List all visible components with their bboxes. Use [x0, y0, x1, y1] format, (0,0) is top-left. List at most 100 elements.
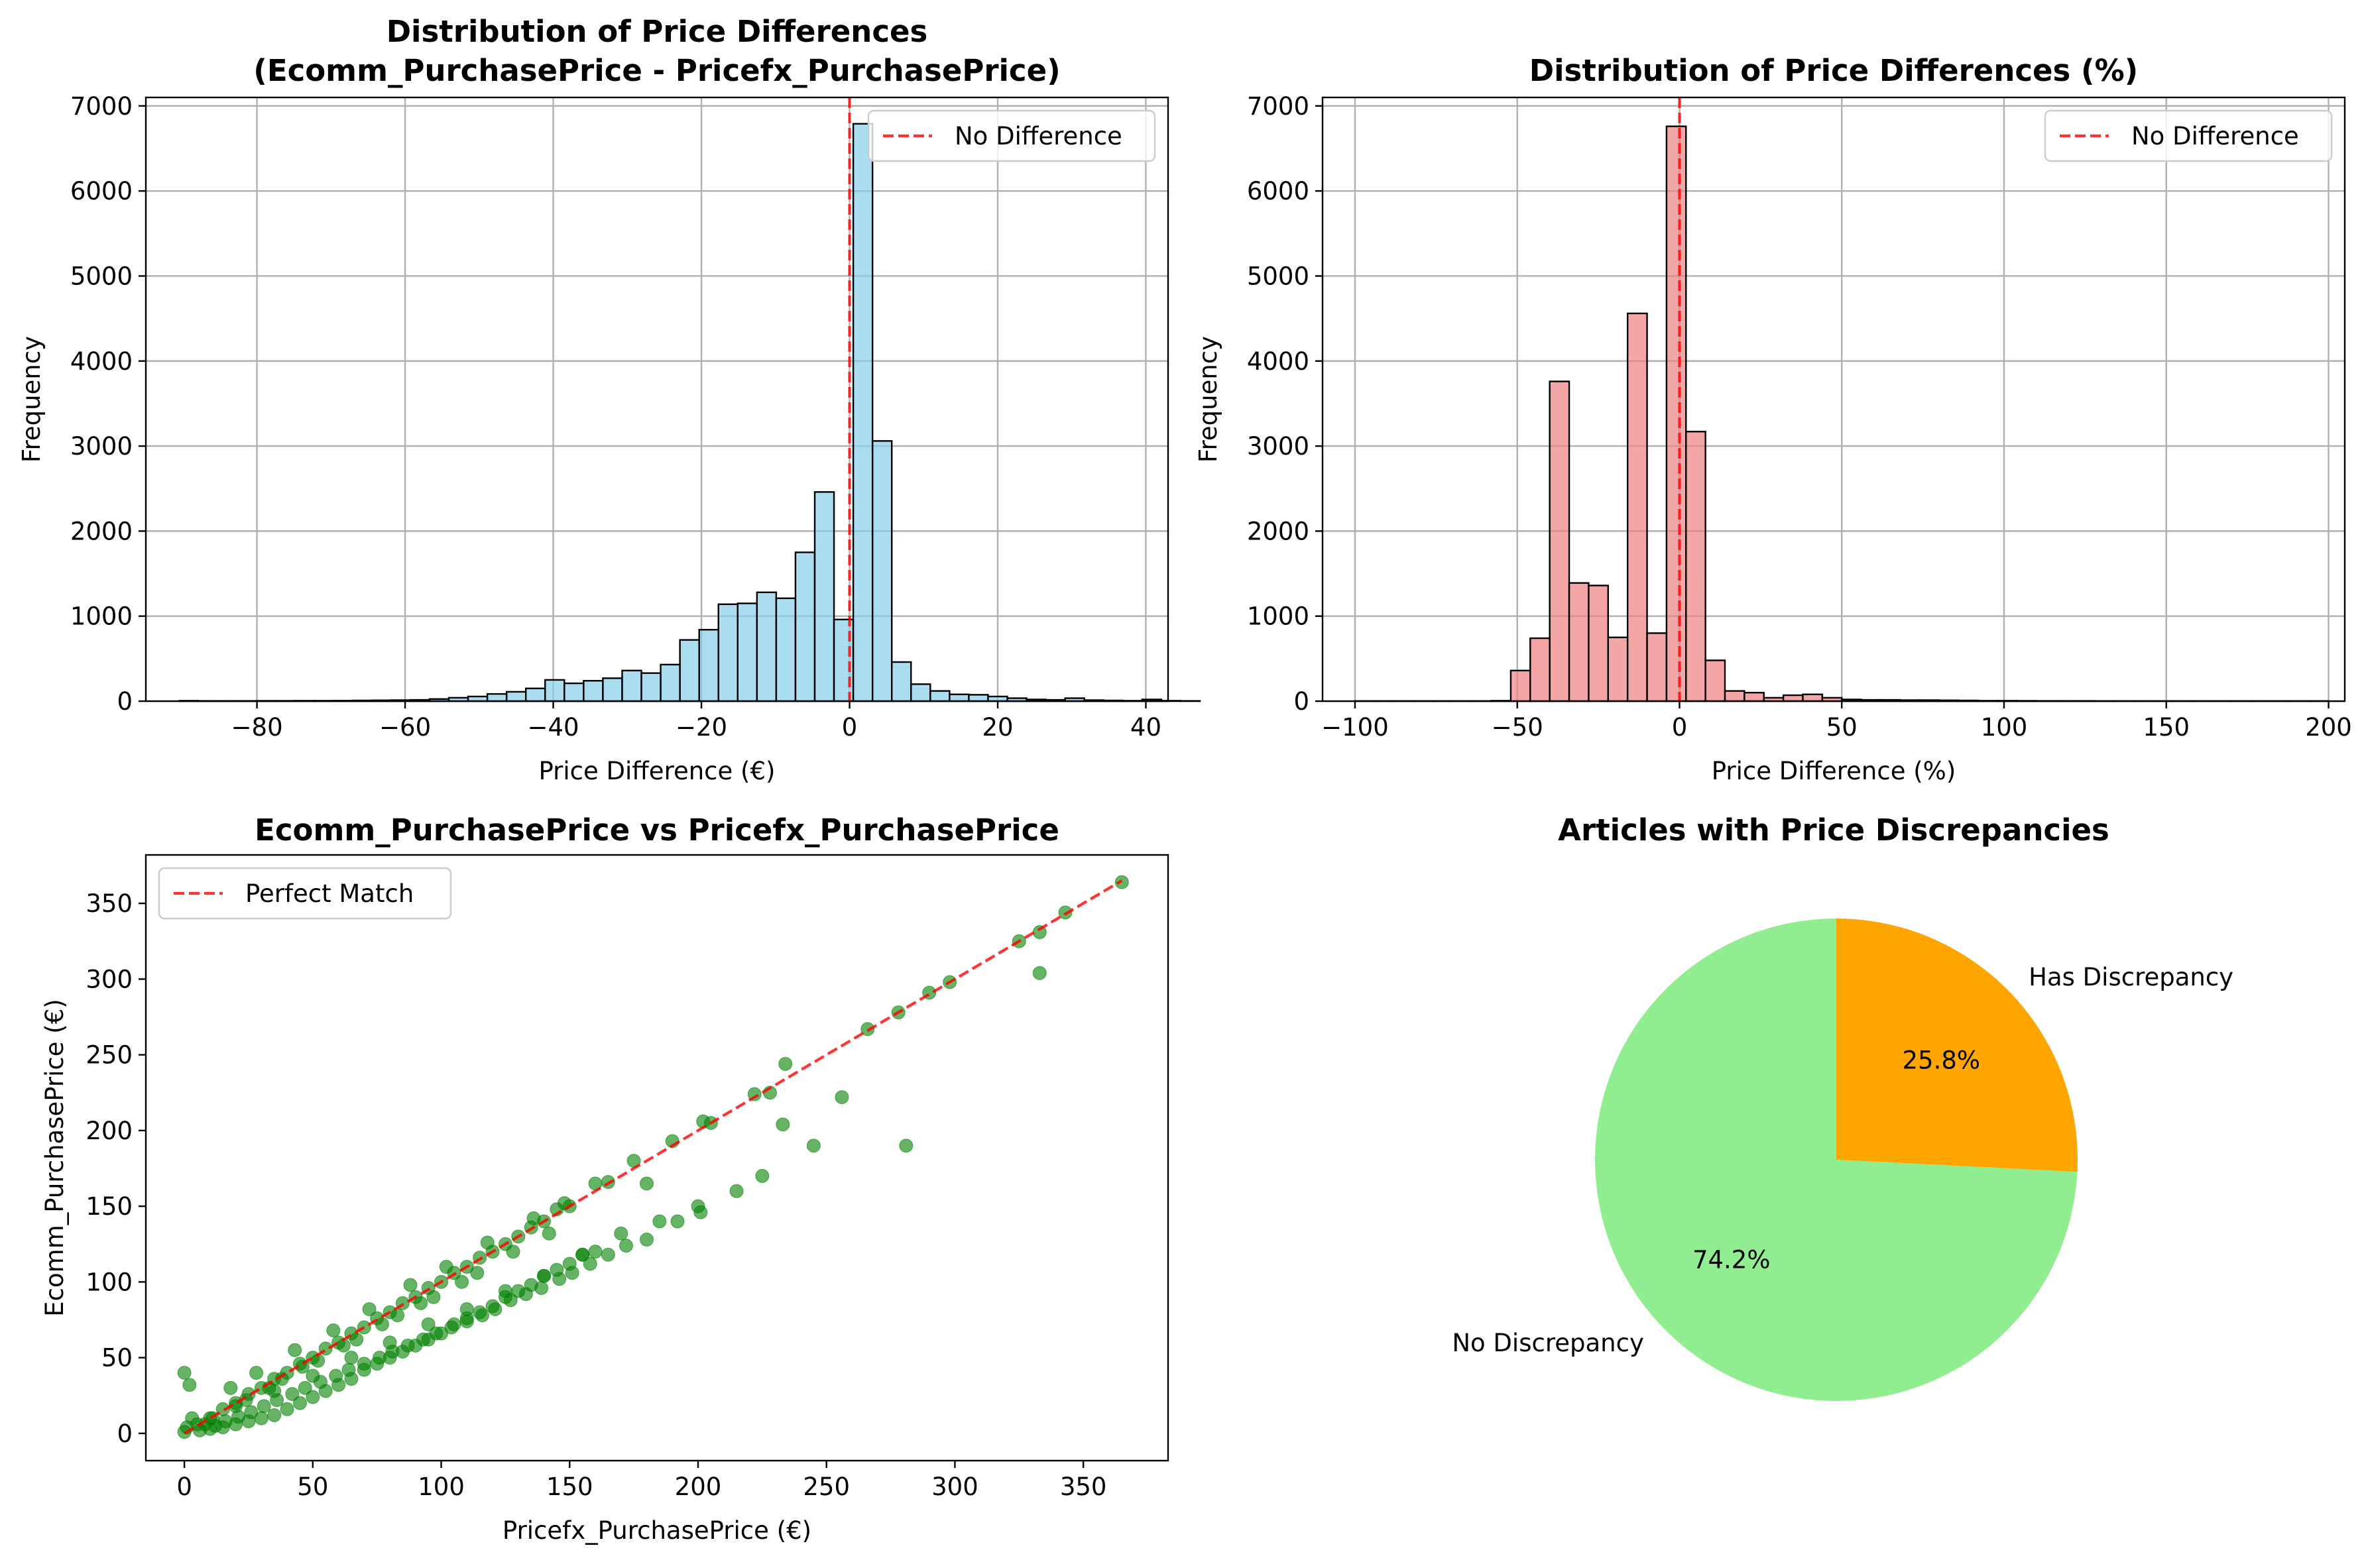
histogram-bar — [525, 687, 546, 702]
scatter-point — [288, 1343, 302, 1357]
histogram-bar — [583, 680, 604, 702]
histogram-bar — [1665, 125, 1687, 702]
y-tick-label: 7000 — [70, 92, 133, 121]
histogram-bar — [1704, 659, 1726, 702]
scatter-point — [524, 1278, 538, 1292]
histogram-1-frame — [145, 96, 1169, 702]
histogram-bar — [1743, 691, 1765, 702]
scatter-point — [526, 1211, 541, 1225]
y-tick-label: 6000 — [70, 177, 133, 205]
histogram-bar — [1646, 632, 1668, 702]
y-tick-label: 150 — [86, 1192, 133, 1221]
scatter-point — [395, 1344, 410, 1359]
chart-title-line-2: (Ecomm_PurchasePrice - Pricefx_PurchaseP… — [253, 53, 1060, 88]
histogram-bar — [602, 677, 623, 702]
y-tick-label: 1000 — [70, 602, 133, 631]
scatter-point — [640, 1232, 654, 1247]
x-tick-label: 250 — [803, 1473, 850, 1501]
scatter-point — [421, 1317, 436, 1331]
histogram-bar — [968, 694, 989, 702]
histogram-bar — [1509, 669, 1531, 702]
scatter-point — [357, 1363, 371, 1377]
scatter-panel: 0 50 100 150 200 250 300 350 0 50 100 150 200 250 300 3… — [40, 854, 1169, 1545]
x-tick-label: 20 — [982, 713, 1013, 742]
histogram-bar — [813, 491, 835, 702]
scatter-point — [778, 1056, 793, 1071]
y-tick-label: 250 — [86, 1041, 133, 1070]
x-tick-label: 200 — [2305, 713, 2352, 742]
scatter-point — [241, 1414, 256, 1429]
histogram-bar — [794, 551, 816, 702]
scatter-point — [331, 1378, 346, 1392]
x-tick-label: 50 — [1826, 713, 1858, 742]
scatter-point — [670, 1214, 685, 1229]
histogram-bar — [1568, 582, 1590, 702]
legend: No Difference — [2044, 109, 2333, 162]
chart-title-line-1: Distribution of Price Differences — [386, 14, 928, 49]
scatter-point — [362, 1302, 377, 1316]
legend-box — [867, 109, 1156, 162]
x-axis-label: Price Difference (%) — [1712, 757, 1956, 785]
scatter-point — [403, 1278, 418, 1292]
scatter-point — [267, 1408, 282, 1422]
scatter-point — [280, 1402, 294, 1416]
scatter-point — [285, 1386, 300, 1401]
scatter-point — [182, 1378, 197, 1392]
y-tick-label: 4000 — [1247, 347, 1309, 376]
histogram-bar — [910, 683, 931, 702]
pie-slice — [1836, 919, 2078, 1172]
y-axis-label: Frequency — [17, 336, 46, 463]
x-tick-label: −50 — [1492, 713, 1543, 742]
scatter-point — [177, 1365, 192, 1380]
scatter-point — [229, 1417, 243, 1431]
y-tick-label: 2000 — [70, 517, 133, 545]
scatter-point — [899, 1139, 914, 1153]
pie-panel: 25.8% Has Discrepancy 74.2% No Discrepancy — [1452, 919, 2233, 1402]
scatter-point — [562, 1257, 577, 1271]
scatter-point — [747, 1087, 762, 1101]
y-axis-label: Ecomm_PurchasePrice (€) — [40, 999, 69, 1316]
y-tick-label: 50 — [101, 1344, 133, 1372]
legend-label: Perfect Match — [245, 879, 414, 908]
scatter-point — [408, 1338, 423, 1353]
scatter-point — [470, 1266, 485, 1280]
scatter-point — [383, 1351, 397, 1365]
legend-box — [2044, 109, 2333, 162]
scatter-point — [326, 1323, 341, 1337]
scatter-point — [292, 1396, 307, 1410]
scatter-point — [249, 1365, 264, 1380]
scatter-point — [542, 1226, 556, 1241]
scatter-point — [274, 1372, 289, 1386]
scatter-point — [298, 1380, 312, 1395]
y-tick-label: 300 — [86, 965, 133, 993]
scatter-point — [729, 1184, 744, 1198]
histogram-bar — [563, 682, 585, 702]
scatter-point — [550, 1262, 564, 1277]
scatter-frame — [145, 854, 1169, 1462]
scatter-point — [601, 1247, 615, 1262]
x-tick-label: 0 — [176, 1473, 192, 1501]
y-axis-label: Frequency — [1194, 336, 1222, 463]
scatter-point — [370, 1357, 384, 1371]
chart-title: Ecomm_PurchasePrice vs Pricefx_PurchaseP… — [255, 812, 1059, 848]
histogram-bar — [621, 669, 642, 702]
legend-label: No Difference — [955, 122, 1122, 150]
x-axis-label: Pricefx_PurchasePrice (€) — [502, 1516, 811, 1545]
histogram-bar — [486, 693, 508, 702]
histogram-bar — [871, 440, 893, 702]
legend: No Difference — [867, 109, 1156, 162]
scatter-point — [480, 1235, 495, 1250]
scatter-point — [640, 1176, 654, 1191]
scatter-point — [223, 1380, 238, 1395]
chart-title: Distribution of Price Differences (%) — [1529, 53, 2138, 88]
histogram-bar — [1529, 637, 1551, 702]
x-tick-label: 50 — [297, 1473, 328, 1501]
scatter-point — [806, 1139, 821, 1153]
pie-pct-label: 25.8% — [1902, 1046, 1980, 1074]
scatter-point — [473, 1305, 487, 1319]
chart-title: Articles with Price Discrepancies — [1558, 812, 2109, 848]
scatter-point — [375, 1317, 389, 1331]
histogram-bar — [640, 672, 662, 702]
y-tick-label: 4000 — [70, 347, 133, 376]
